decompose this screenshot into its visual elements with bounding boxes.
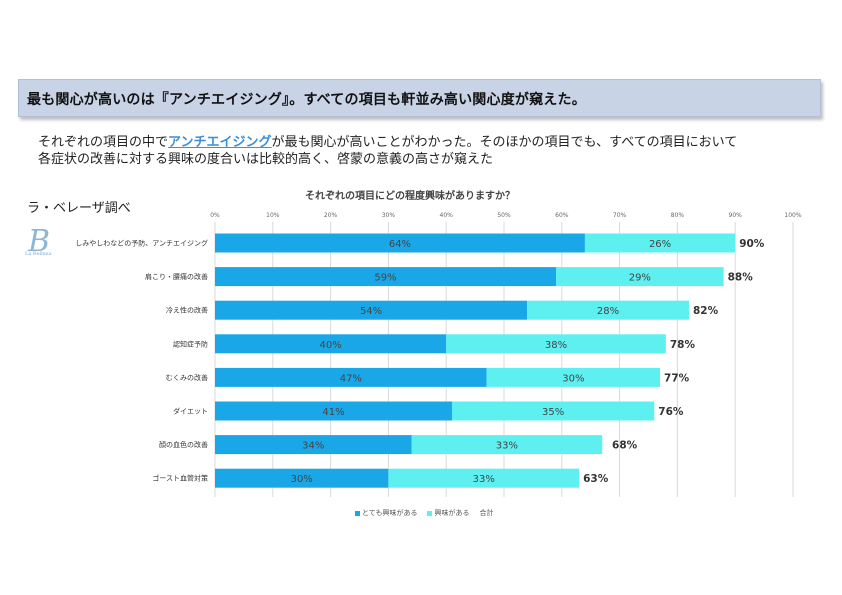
- bar-very-interested: [215, 468, 389, 488]
- bar-data-label: 26%: [649, 239, 671, 250]
- headline-text: 最も関心が高いのは『アンチエイジング』。すべての項目も軒並み高い関心度が窺えた。: [27, 92, 586, 108]
- legend-label-total: 合計: [479, 509, 494, 517]
- x-tick-label: 10%: [266, 212, 280, 219]
- x-tick-label: 100%: [784, 212, 801, 219]
- x-tick-label: 80%: [671, 212, 685, 219]
- category-label: ダイエット: [173, 407, 208, 416]
- bar-data-label: 34%: [302, 441, 324, 452]
- total-label: 68%: [612, 440, 638, 452]
- chart-legend: とても興味がある 興味がある 合計: [355, 508, 493, 518]
- bar-data-label: 30%: [291, 474, 313, 485]
- summary-post: が最も関心が高いことがわかった。そのほかの項目でも、すべての項目において: [271, 135, 738, 150]
- source-note: ラ・ベレーザ調べ: [27, 201, 131, 216]
- chart-title: それぞれの項目にどの程度興味がありますか？: [305, 191, 515, 202]
- summary-highlight: アンチエイジング: [168, 135, 272, 150]
- legend-item-very: とても興味がある: [355, 508, 417, 518]
- bar-data-label: 29%: [629, 273, 651, 284]
- bar-interested: [451, 401, 655, 421]
- legend-label-very: とても興味がある: [362, 509, 418, 517]
- headline-banner: 最も関心が高いのは『アンチエイジング』。すべての項目も軒並み高い関心度が窺えた。: [18, 79, 821, 117]
- bar-very-interested: [215, 435, 412, 455]
- bar-data-label: 33%: [496, 441, 518, 452]
- bar-interested: [584, 233, 736, 253]
- total-label: 82%: [693, 305, 719, 317]
- category-label: 肩こり・腰痛の改善: [145, 272, 208, 281]
- bar-interested: [527, 300, 689, 320]
- total-label: 76%: [658, 406, 684, 418]
- bar-very-interested: [215, 300, 528, 320]
- summary-line2: 各症状の改善に対する興味の度合いは比較的高く、啓蒙の意義の高さが窺えた: [38, 152, 494, 167]
- category-label: しみやしわなどの予防、アンチエイジング: [75, 239, 208, 248]
- bar-interested: [446, 334, 666, 354]
- bar-data-label: 47%: [340, 373, 362, 384]
- x-tick-label: 50%: [497, 212, 511, 219]
- legend-swatch-some: [427, 510, 433, 516]
- category-label: 認知症予防: [173, 339, 208, 348]
- bar-data-label: 54%: [360, 306, 382, 317]
- bar-data-label: 33%: [473, 474, 495, 485]
- bar-interested: [486, 367, 661, 387]
- summary-text: それぞれの項目の中でアンチエイジングが最も関心が高いことがわかった。そのほかの項…: [38, 134, 818, 168]
- bar-very-interested: [215, 401, 452, 421]
- legend-swatch-very: [355, 510, 360, 516]
- legend-item-some: 興味がある: [427, 508, 469, 518]
- category-label: むくみの改善: [166, 373, 208, 382]
- bar-data-label: 30%: [562, 373, 584, 384]
- x-tick-label: 70%: [613, 212, 627, 219]
- bar-very-interested: [215, 267, 557, 287]
- bar-data-label: 64%: [389, 239, 411, 250]
- bar-very-interested: [215, 233, 585, 253]
- bar-data-label: 28%: [597, 306, 619, 317]
- x-tick-label: 20%: [324, 212, 338, 219]
- x-tick-label: 60%: [555, 212, 569, 219]
- total-label: 90%: [739, 238, 765, 250]
- bar-data-label: 40%: [319, 340, 341, 351]
- category-label: 冷え性の改善: [166, 306, 208, 315]
- total-label: 78%: [670, 339, 696, 351]
- x-tick-label: 40%: [440, 212, 454, 219]
- total-label: 88%: [728, 272, 754, 284]
- logo-letter: B: [27, 224, 50, 259]
- bar-data-label: 41%: [322, 407, 344, 418]
- total-label: 63%: [583, 473, 609, 485]
- logo-icon: B: [27, 224, 50, 259]
- bar-data-label: 59%: [374, 273, 396, 284]
- bar-interested: [556, 267, 724, 287]
- legend-item-total: 合計: [479, 508, 493, 518]
- bar-interested: [411, 435, 603, 455]
- logo-text: La Belleza: [25, 251, 52, 257]
- category-label: ゴースト血管対策: [152, 474, 208, 483]
- legend-label-some: 興味がある: [434, 509, 470, 517]
- x-tick-label: 30%: [382, 212, 396, 219]
- x-tick-label: 0%: [210, 212, 220, 219]
- bar-very-interested: [215, 334, 447, 354]
- category-label: 顔の血色の改善: [159, 440, 208, 449]
- bar-very-interested: [215, 367, 487, 387]
- summary-pre: それぞれの項目の中で: [38, 135, 169, 150]
- bar-data-label: 35%: [542, 407, 564, 418]
- total-label: 77%: [664, 372, 690, 384]
- bar-interested: [388, 468, 580, 488]
- x-tick-label: 90%: [729, 212, 743, 219]
- bar-data-label: 38%: [545, 340, 567, 351]
